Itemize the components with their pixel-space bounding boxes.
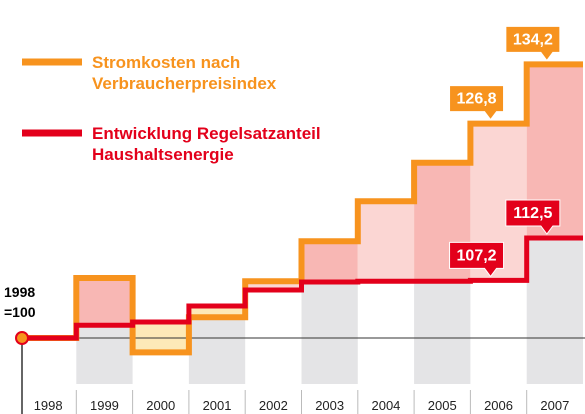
- step-line: [20, 61, 583, 356]
- gap-fill: [357, 201, 415, 282]
- callout: [505, 25, 561, 62]
- callout: [449, 241, 505, 278]
- column-band: [414, 281, 471, 384]
- legend-label: Stromkosten nach Verbraucherpreisindex: [92, 53, 277, 93]
- x-tick-label: 2006: [484, 398, 513, 413]
- x-tick-label: 2003: [315, 398, 344, 413]
- annotation: 1998 =100: [4, 284, 36, 320]
- gap-fill: [301, 241, 358, 282]
- value-label: 112,5: [513, 205, 552, 222]
- x-tick-label: 2000: [146, 398, 175, 413]
- value-label: 107,2: [457, 247, 497, 264]
- legend-label: Entwicklung Regelsatzanteil Haushaltsene…: [92, 124, 321, 164]
- column-band: [301, 282, 358, 384]
- step-line: [20, 235, 583, 341]
- value-label: 134,2: [513, 31, 553, 48]
- origin-dot: [15, 331, 29, 345]
- value-label: 126,8: [457, 91, 497, 108]
- x-tick-label: 2001: [203, 398, 232, 413]
- gap-fill: [245, 281, 302, 290]
- x-tick-label: 2002: [259, 398, 288, 413]
- callout: [449, 85, 505, 121]
- column-band: [526, 238, 583, 384]
- column-band: [76, 325, 133, 384]
- x-tick-label: 1998: [34, 398, 63, 413]
- x-tick-label: 2005: [428, 398, 457, 413]
- x-tick-label: 2004: [371, 398, 400, 413]
- gap-fill: [132, 322, 189, 353]
- x-tick-label: 2007: [540, 398, 569, 413]
- x-tick-label: 1999: [90, 398, 119, 413]
- gap-fill: [76, 278, 133, 326]
- gap-fill: [188, 306, 246, 318]
- callout: [505, 199, 561, 235]
